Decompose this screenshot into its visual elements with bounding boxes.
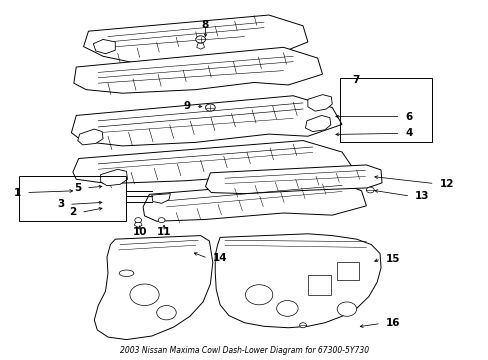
Circle shape <box>205 104 215 111</box>
Text: 8: 8 <box>202 20 209 30</box>
Polygon shape <box>307 95 331 111</box>
Polygon shape <box>93 40 115 54</box>
Circle shape <box>135 218 142 223</box>
Text: 11: 11 <box>157 227 171 237</box>
Circle shape <box>195 36 205 43</box>
Text: 12: 12 <box>439 179 453 189</box>
Text: 3: 3 <box>57 199 64 210</box>
Text: 6: 6 <box>405 112 412 122</box>
Text: 14: 14 <box>212 253 227 263</box>
Polygon shape <box>74 47 322 93</box>
Bar <box>307 275 330 295</box>
Circle shape <box>157 306 176 320</box>
Circle shape <box>276 301 298 316</box>
Circle shape <box>130 284 159 306</box>
Bar <box>336 262 358 280</box>
Polygon shape <box>152 194 170 203</box>
Polygon shape <box>71 96 341 146</box>
Circle shape <box>299 323 306 328</box>
Circle shape <box>158 218 164 223</box>
Text: 10: 10 <box>132 227 146 237</box>
Text: 16: 16 <box>385 319 400 328</box>
Polygon shape <box>83 15 307 65</box>
Polygon shape <box>305 116 330 132</box>
Polygon shape <box>143 179 366 221</box>
Text: 1: 1 <box>14 188 21 198</box>
Bar <box>339 78 431 142</box>
Text: 15: 15 <box>385 254 400 264</box>
Text: 5: 5 <box>74 183 81 193</box>
Text: 9: 9 <box>183 102 190 112</box>
Circle shape <box>245 285 272 305</box>
Circle shape <box>366 187 373 193</box>
Polygon shape <box>205 165 381 194</box>
Polygon shape <box>101 169 127 186</box>
Polygon shape <box>196 43 204 49</box>
Circle shape <box>336 302 356 316</box>
Text: 13: 13 <box>414 191 429 201</box>
Polygon shape <box>78 129 103 145</box>
Bar <box>19 176 126 221</box>
Text: 2003 Nissan Maxima Cowl Dash-Lower Diagram for 67300-5Y730: 2003 Nissan Maxima Cowl Dash-Lower Diagr… <box>120 346 368 355</box>
Polygon shape <box>134 222 142 227</box>
Polygon shape <box>215 234 380 328</box>
Polygon shape <box>73 140 351 184</box>
Polygon shape <box>94 235 212 339</box>
Text: 2: 2 <box>69 207 76 217</box>
Text: 7: 7 <box>351 75 358 85</box>
Text: 4: 4 <box>405 129 412 138</box>
